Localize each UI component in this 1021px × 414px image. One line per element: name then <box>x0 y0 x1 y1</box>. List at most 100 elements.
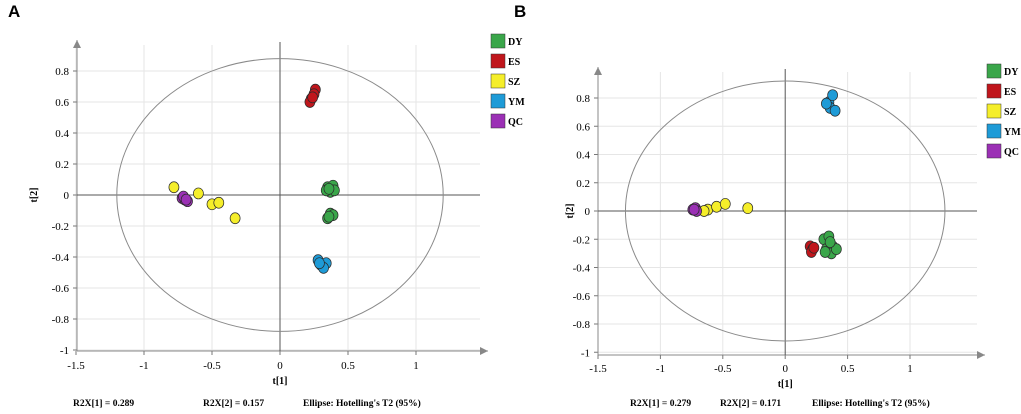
series-sz <box>168 181 241 225</box>
data-point <box>229 212 241 225</box>
data-point <box>719 198 731 210</box>
y-axis-label: t[2] <box>29 188 40 203</box>
data-point <box>688 203 700 216</box>
data-point <box>742 202 754 215</box>
legend-swatch <box>986 103 1002 119</box>
series-qc <box>687 202 702 217</box>
x-axis-label: t[1] <box>778 379 793 390</box>
y-tick-label: -1 <box>581 347 590 359</box>
y-axis-label: t[2] <box>565 204 576 219</box>
legend-swatch <box>986 123 1002 139</box>
y-tick-label: -0.2 <box>52 221 69 233</box>
data-point <box>314 257 325 270</box>
legend-label: DY <box>1004 67 1019 78</box>
y-tick-label: 0 <box>64 190 70 202</box>
x-tick-label: 0 <box>277 360 283 372</box>
y-tick-label: -0.4 <box>52 252 70 264</box>
legend-label: YM <box>1004 127 1021 138</box>
y-tick-label: -0.8 <box>573 319 591 331</box>
legend-swatch <box>490 53 506 69</box>
legend-swatch <box>986 63 1002 79</box>
legend-swatch <box>490 73 506 89</box>
data-point <box>193 187 204 200</box>
y-tick-label: -0.6 <box>52 283 70 295</box>
legend-label: ES <box>508 57 521 68</box>
data-point <box>824 236 836 248</box>
legend-label: QC <box>508 117 523 128</box>
y-tick-label: -0.6 <box>573 291 591 303</box>
y-tick-label: 0.2 <box>55 159 69 171</box>
data-point <box>808 241 820 254</box>
series-ym <box>312 254 332 274</box>
x-tick-label: -0.5 <box>714 363 732 375</box>
series-es <box>804 240 820 258</box>
footer-text: Ellipse: Hotelling's T2 (95%) <box>812 398 930 409</box>
legend-label: QC <box>1004 147 1019 158</box>
x-axis-label: t[1] <box>273 376 288 387</box>
legend-label: DY <box>508 37 523 48</box>
y-tick-label: -0.2 <box>573 234 590 246</box>
x-axis-arrow <box>480 347 488 355</box>
data-point <box>323 182 335 195</box>
legend-swatch <box>986 143 1002 159</box>
x-tick-label: 0.5 <box>841 363 855 375</box>
data-point <box>821 97 832 110</box>
series-dy <box>818 230 842 260</box>
x-tick-label: -1 <box>139 360 148 372</box>
y-tick-label: -1 <box>60 345 69 357</box>
legend-label: ES <box>1004 87 1017 98</box>
y-tick-label: 0.8 <box>55 66 69 78</box>
legend-swatch <box>490 93 506 109</box>
x-tick-label: -0.5 <box>203 360 221 372</box>
legend-swatch <box>490 113 506 129</box>
panel-b: B -1 -0.8 -0.6 -0.4 -0.2 0 0.2 0.4 0.6 0.8 -1.5 -1 -0… <box>514 2 1021 409</box>
x-tick-label: -1.5 <box>67 360 85 372</box>
data-point <box>827 89 838 102</box>
data-point <box>829 104 841 117</box>
data-point <box>819 246 831 258</box>
footer-text: R2X[1] = 0.289 <box>73 399 134 409</box>
x-tick-label: -1 <box>656 363 665 375</box>
series-es <box>304 83 321 108</box>
data-point <box>307 91 318 104</box>
y-tick-label: 0.2 <box>576 178 590 190</box>
x-axis-arrow <box>977 351 985 359</box>
y-tick-label: 0 <box>585 206 591 218</box>
data-point <box>180 193 192 206</box>
x-tick-label: 1 <box>907 363 913 375</box>
legend-label: YM <box>508 97 525 108</box>
legend-label: SZ <box>1004 107 1017 118</box>
data-point <box>213 196 225 209</box>
footer-text: R2X[2] = 0.157 <box>203 399 264 409</box>
series-dy <box>320 179 340 225</box>
data-point <box>168 181 180 194</box>
x-tick-label: 0.5 <box>341 360 355 372</box>
data-point <box>831 243 842 255</box>
legend-label: SZ <box>508 77 521 88</box>
y-tick-label: 0.4 <box>55 128 69 140</box>
y-axis-arrow <box>73 40 81 48</box>
x-tick-label: 0 <box>782 363 788 375</box>
hotelling-ellipse <box>116 58 444 332</box>
footer-text: R2X[1] = 0.279 <box>630 399 691 409</box>
footer-text: R2X[2] = 0.171 <box>720 399 781 409</box>
y-tick-label: 0.4 <box>576 150 590 162</box>
y-axis-arrow <box>594 67 602 75</box>
hotelling-ellipse <box>624 80 946 342</box>
y-tick-label: -0.4 <box>573 263 591 275</box>
series-ym <box>821 89 841 117</box>
data-point <box>323 210 335 223</box>
x-tick-label: -1.5 <box>589 363 607 375</box>
panel-label: B <box>514 2 526 21</box>
legend-swatch <box>986 83 1002 99</box>
panel-label: A <box>8 2 20 21</box>
y-tick-label: -0.8 <box>52 314 70 326</box>
y-tick-label: 0.6 <box>55 97 69 109</box>
series-qc <box>176 190 193 208</box>
x-tick-label: 1 <box>413 360 419 372</box>
legend-swatch <box>490 33 506 49</box>
y-tick-label: 0.8 <box>576 93 590 105</box>
panel-a: A -1 -0.8 -0.6 -0.4 -0.2 0 0.2 0.4 0.6 0.8 -1.5 -1 -0… <box>8 2 525 409</box>
y-tick-label: 0.6 <box>576 121 590 133</box>
